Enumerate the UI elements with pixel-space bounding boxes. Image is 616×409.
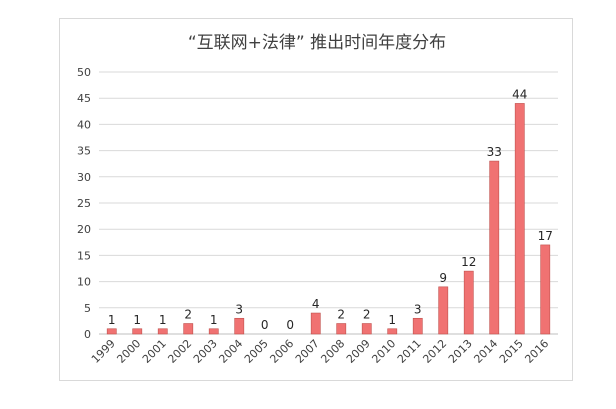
x-tick-label: 2001 <box>140 337 169 366</box>
y-tick-label: 25 <box>77 197 91 210</box>
data-label: 17 <box>538 229 553 243</box>
x-tick-label: 1999 <box>89 337 118 366</box>
bar <box>183 323 194 335</box>
chart-title: “互联网+法律” 推出时间年度分布 <box>188 33 446 53</box>
y-axis-ticks: 0 5 10 15 20 25 30 35 40 45 50 <box>77 66 91 341</box>
x-tick-label: 2016 <box>522 337 551 366</box>
data-label: 4 <box>312 297 320 311</box>
y-tick-label: 30 <box>77 171 91 184</box>
bar <box>412 317 423 335</box>
x-tick-label: 2012 <box>420 337 449 366</box>
data-label: 2 <box>363 308 371 322</box>
bar <box>336 323 347 335</box>
data-label: 2 <box>184 308 192 322</box>
y-tick-label: 35 <box>77 145 91 158</box>
data-label: 0 <box>261 318 269 332</box>
bar <box>157 328 168 335</box>
x-tick-label: 2010 <box>369 337 398 366</box>
y-tick-label: 50 <box>77 66 91 79</box>
bar <box>361 323 372 335</box>
data-label: 1 <box>133 313 141 327</box>
x-tick-label: 2011 <box>395 337 424 366</box>
data-label: 3 <box>414 302 422 316</box>
data-label: 1 <box>388 313 396 327</box>
x-tick-label: 2007 <box>293 337 322 366</box>
data-label: 0 <box>286 318 294 332</box>
x-tick-label: 2015 <box>497 337 526 366</box>
bar <box>310 312 321 335</box>
x-tick-label: 2006 <box>267 337 296 366</box>
y-tick-label: 45 <box>77 92 91 105</box>
x-axis-ticks: 1999200020012002200320042005200620072008… <box>89 337 551 366</box>
data-label: 12 <box>461 255 476 269</box>
gridlines <box>99 71 558 335</box>
x-tick-label: 2005 <box>242 337 271 366</box>
y-tick-label: 5 <box>84 302 91 315</box>
data-label: 33 <box>487 145 502 159</box>
x-tick-label: 2000 <box>114 337 143 366</box>
bar <box>387 328 398 335</box>
y-tick-label: 0 <box>84 328 91 341</box>
bar <box>132 328 143 335</box>
bar <box>106 328 117 335</box>
data-label: 3 <box>235 302 243 316</box>
x-tick-label: 2013 <box>446 337 475 366</box>
data-label: 1 <box>108 313 116 327</box>
data-label: 2 <box>337 308 345 322</box>
y-tick-label: 40 <box>77 118 91 131</box>
bar <box>208 328 219 335</box>
bars <box>106 103 551 335</box>
x-tick-label: 2003 <box>191 337 220 366</box>
x-tick-label: 2014 <box>471 337 500 366</box>
x-tick-label: 2009 <box>344 337 373 366</box>
x-tick-label: 2002 <box>165 337 194 366</box>
chart-frame: “互联网+法律” 推出时间年度分布 0 5 10 15 20 25 30 35 40 45 50 1… <box>59 18 573 381</box>
data-label: 1 <box>159 313 167 327</box>
data-label: 44 <box>512 87 527 101</box>
y-tick-label: 15 <box>77 249 91 262</box>
bar <box>489 160 500 335</box>
x-tick-label: 2004 <box>216 337 245 366</box>
bar <box>463 270 474 335</box>
data-label: 9 <box>439 271 447 285</box>
y-tick-label: 20 <box>77 223 91 236</box>
x-tick-label: 2008 <box>318 337 347 366</box>
y-tick-label: 10 <box>77 276 91 289</box>
bar <box>540 244 551 335</box>
bar <box>438 286 449 335</box>
data-label: 1 <box>210 313 218 327</box>
bar <box>514 103 525 335</box>
bar <box>234 317 245 335</box>
